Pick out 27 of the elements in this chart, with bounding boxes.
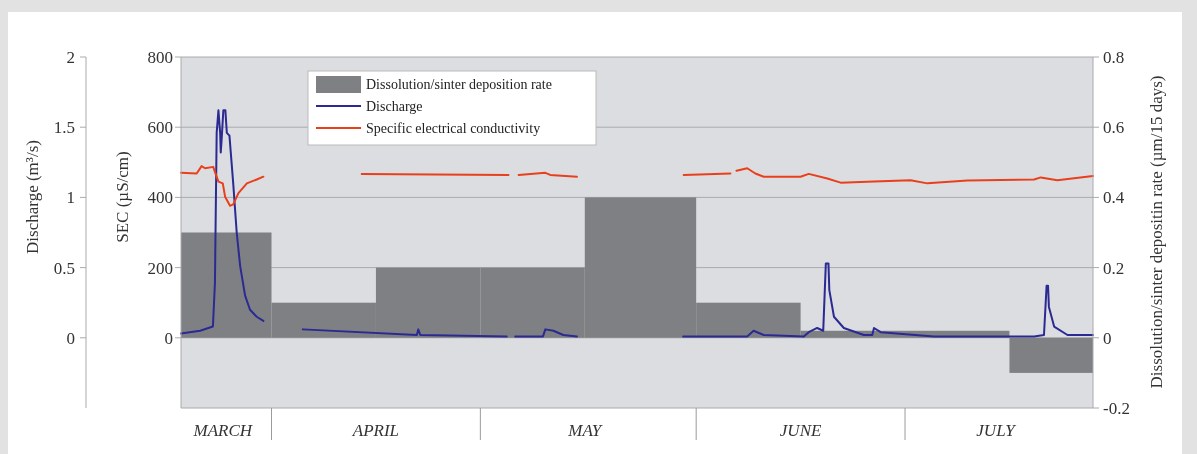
legend-label: Specific electrical conductivity [366, 121, 541, 136]
y2-tick-label: 0.8 [1103, 48, 1125, 67]
y3-axis-title: Discharge (m³/s) [23, 140, 42, 254]
y2-tick-label: 0 [1103, 328, 1112, 348]
y2-tick-label: -0.2 [1103, 399, 1130, 418]
y-tick-label: 200 [147, 258, 173, 278]
x-tick-label: MAY [567, 421, 603, 440]
x-tick-label: MARCH [192, 421, 254, 440]
y3-tick-label: 1.5 [53, 118, 75, 138]
y-tick-label: 600 [147, 118, 173, 138]
y3-tick-label: 1 [66, 188, 75, 208]
y2-axis-title: Dissolution/sinter depositin rate (µm/15 days) [1147, 75, 1166, 389]
y2-tick-label: 0.2 [1103, 258, 1125, 278]
y3-tick-label: 2 [66, 48, 75, 67]
y3-tick-label: 0 [66, 328, 75, 348]
y3-tick-label: 0.5 [53, 258, 75, 278]
x-tick-label: APRIL [351, 421, 400, 440]
y-tick-label: 0 [164, 328, 173, 348]
legend-label: Dissolution/sinter deposition rate [366, 77, 552, 92]
y-tick-label: 400 [147, 188, 173, 208]
y-axis-title: SEC (µS/cm) [113, 151, 132, 243]
x-tick-label: JUNE [779, 421, 822, 440]
y-tick-label: 800 [147, 48, 173, 67]
x-tick-label: JULY [976, 421, 1017, 440]
legend-label: Discharge [366, 99, 423, 114]
y2-tick-label: 0.4 [1103, 188, 1125, 208]
y2-tick-label: 0.6 [1103, 118, 1125, 138]
